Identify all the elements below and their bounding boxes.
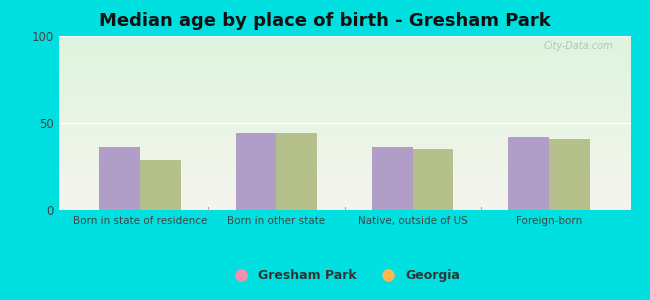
Bar [99,147,140,210]
Bar [235,134,276,210]
Bar [549,139,590,210]
Bar [140,160,181,210]
Bar [508,137,549,210]
Bar [372,147,413,210]
Text: Median age by place of birth - Gresham Park: Median age by place of birth - Gresham P… [99,12,551,30]
Legend: Gresham Park, Georgia: Gresham Park, Georgia [224,264,465,287]
Text: City-Data.com: City-Data.com [543,41,614,51]
Bar [413,149,454,210]
Bar [276,134,317,210]
